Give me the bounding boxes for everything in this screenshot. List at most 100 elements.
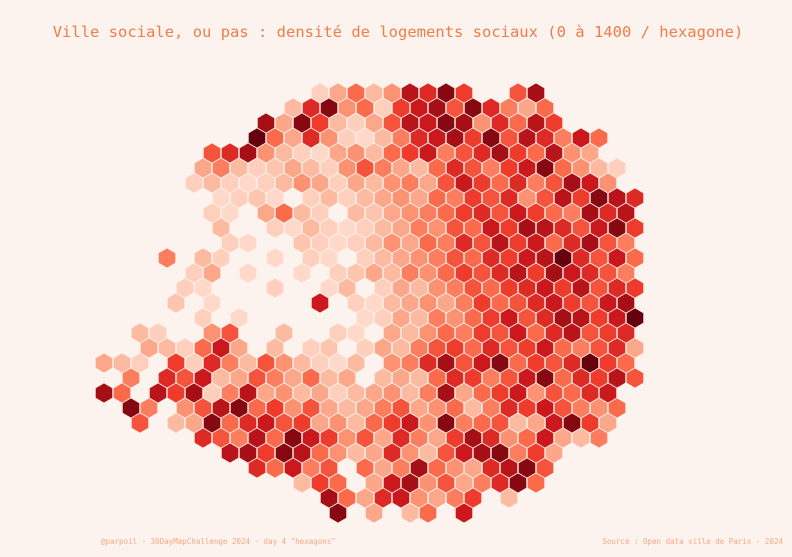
hexagon <box>455 83 473 103</box>
hexagon <box>320 98 338 118</box>
hexagon <box>491 263 509 283</box>
hexagon <box>545 383 563 403</box>
hexagon <box>572 338 590 358</box>
hexagon <box>437 443 455 463</box>
hexagon <box>473 443 491 463</box>
hexagon <box>383 173 401 193</box>
hexagon <box>320 278 338 298</box>
hexagon <box>356 458 374 478</box>
hexagon <box>464 278 482 298</box>
hexagon <box>248 188 266 208</box>
hexagon <box>311 233 329 253</box>
hexagon <box>383 383 401 403</box>
hexagon <box>491 143 509 163</box>
hexagon <box>536 128 554 148</box>
hexagon <box>455 503 473 523</box>
hexagon <box>302 128 320 148</box>
hexagon <box>383 473 401 493</box>
hexagon <box>194 248 212 268</box>
hexagon <box>599 173 617 193</box>
hexagon <box>563 263 581 283</box>
hexagon <box>329 503 347 523</box>
hexagon <box>410 278 428 298</box>
hexagon <box>311 473 329 493</box>
hexagon <box>95 353 113 373</box>
hexagon <box>608 188 626 208</box>
hexagon <box>347 413 365 433</box>
hexagon <box>455 413 473 433</box>
hexagon <box>401 413 419 433</box>
hexagon <box>365 173 383 193</box>
hexagon <box>212 248 230 268</box>
hexagon <box>203 353 221 373</box>
hexagon <box>239 443 257 463</box>
hexagon <box>527 353 545 373</box>
hexagon <box>176 368 194 388</box>
hexagon <box>410 98 428 118</box>
hexagon <box>509 413 527 433</box>
hexagon <box>239 413 257 433</box>
hexagon <box>347 353 365 373</box>
hexagon <box>212 338 230 358</box>
hexagon <box>509 233 527 253</box>
hexagon <box>482 458 500 478</box>
hexagon <box>473 413 491 433</box>
hexagon <box>572 368 590 388</box>
hexagon <box>293 143 311 163</box>
hexagon <box>221 383 239 403</box>
hexagon <box>176 398 194 418</box>
hexagon <box>563 173 581 193</box>
hexagon <box>455 323 473 343</box>
hexagon <box>482 368 500 388</box>
hexagon <box>131 413 149 433</box>
hexagon <box>374 278 392 298</box>
hexagon <box>482 278 500 298</box>
hexagon <box>365 263 383 283</box>
hexagon <box>329 113 347 133</box>
hexagon <box>212 158 230 178</box>
hexagon <box>446 488 464 508</box>
hexagon <box>455 143 473 163</box>
hexagon <box>329 143 347 163</box>
hexagon <box>419 293 437 313</box>
hexagon <box>437 173 455 193</box>
hexagon <box>392 278 410 298</box>
hexagon <box>527 233 545 253</box>
hexagon <box>167 383 185 403</box>
hexagon <box>464 188 482 208</box>
hexagon <box>410 128 428 148</box>
hexagon <box>554 158 572 178</box>
hexagon <box>257 113 275 133</box>
hexagon <box>311 83 329 103</box>
hexagon <box>230 428 248 448</box>
hexagon <box>581 233 599 253</box>
hexagon <box>563 143 581 163</box>
hexagon <box>518 248 536 268</box>
hexagon <box>500 128 518 148</box>
hexagon <box>527 443 545 463</box>
hexagon <box>248 368 266 388</box>
hexagon <box>563 413 581 433</box>
hexagon <box>383 203 401 223</box>
hexagon <box>401 443 419 463</box>
hexagon <box>230 338 248 358</box>
hexagon <box>518 218 536 238</box>
hexagon <box>257 383 275 403</box>
hexagon <box>536 158 554 178</box>
hexagon <box>212 428 230 448</box>
hexagon <box>527 473 545 493</box>
hexagon <box>383 443 401 463</box>
hexagon <box>293 263 311 283</box>
hexagon <box>392 158 410 178</box>
hexagon <box>374 368 392 388</box>
hexagon <box>401 173 419 193</box>
hexagon <box>374 128 392 148</box>
hexagon <box>347 383 365 403</box>
hexagon <box>518 278 536 298</box>
hexagon <box>338 398 356 418</box>
hexagon <box>374 398 392 418</box>
hexagon <box>374 308 392 328</box>
hexagon <box>473 383 491 403</box>
hexagon <box>446 278 464 298</box>
hexagon <box>428 458 446 478</box>
